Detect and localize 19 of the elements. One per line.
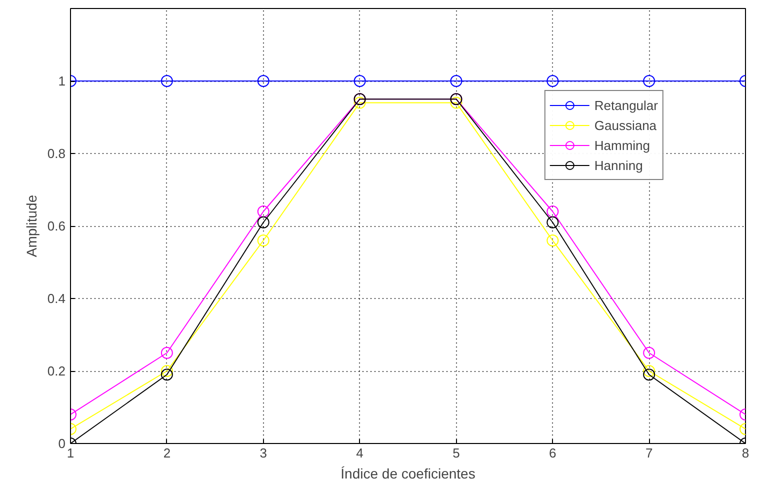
y-tick-label: 0.2 xyxy=(47,364,66,378)
y-tick-label: 1 xyxy=(58,74,66,88)
x-axis-title: Índice de coeficientes xyxy=(340,466,476,482)
y-tick-label: 0.6 xyxy=(47,218,66,234)
y-tick-label: 0 xyxy=(58,436,66,451)
x-tick-label: 4 xyxy=(356,446,364,460)
x-tick-label: 7 xyxy=(645,446,653,460)
x-tick-label: 5 xyxy=(452,446,460,460)
x-tick-label: 3 xyxy=(260,446,267,460)
legend-label: Gaussiana xyxy=(594,118,657,132)
legend-label: Hamming xyxy=(594,138,650,152)
legend-label: Retangular xyxy=(594,98,658,112)
y-tick-label: 0.4 xyxy=(47,291,66,306)
x-tick-label: 2 xyxy=(163,446,171,460)
x-tick-label: 8 xyxy=(742,446,750,460)
y-axis-title: Amplitude xyxy=(23,194,40,258)
x-tick-label: 6 xyxy=(549,446,556,460)
legend-label: Hanning xyxy=(594,158,643,172)
y-tick-label: 0.8 xyxy=(47,146,66,161)
